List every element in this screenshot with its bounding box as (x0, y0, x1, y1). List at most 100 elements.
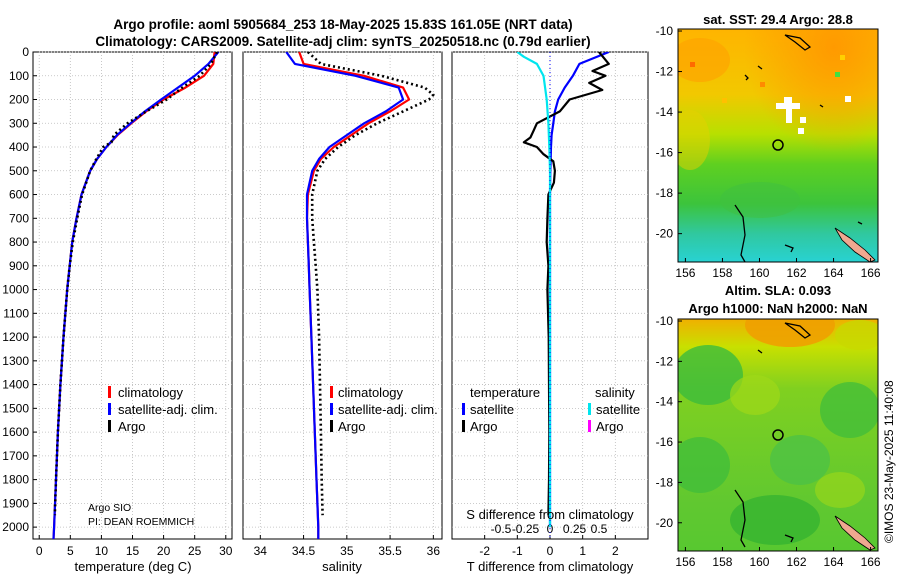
series-argo (53, 52, 219, 516)
lat-tick-label: -10 (656, 24, 674, 38)
salinity-panel: 34 34.5 35 35.5 36 salinity climatology sate… (242, 51, 443, 574)
depth-axis: 0 100 200 300 400 500 600 700 800 900 1000 1100 1200… (2, 45, 37, 534)
x-tick-label: 35 (340, 544, 354, 558)
sla-map-subtitle: Argo h1000: NaN h2000: NaN (688, 301, 867, 316)
lon-tick-label: 160 (749, 555, 769, 569)
sla-map-field (678, 319, 878, 551)
salinity-grid (243, 51, 442, 539)
lat-tick-label: -16 (656, 435, 674, 449)
x-tick-label: 34.5 (292, 544, 316, 558)
difference-xlabel: T difference from climatology (467, 559, 634, 574)
argo-pi: PI: DEAN ROEMMICH (88, 516, 194, 528)
salinity-x-axis: 34 34.5 35 35.5 36 (254, 535, 441, 558)
salinity-difference-tick-label: 0.5 (591, 522, 608, 536)
depth-tick-label: 1300 (2, 354, 29, 368)
x-tick-label: 15 (126, 544, 140, 558)
x-tick-label: -1 (512, 544, 523, 558)
legend-sal-satellite-swatch (588, 403, 591, 415)
depth-tick-label: 1000 (2, 283, 29, 297)
lon-tick-label: 156 (675, 555, 695, 569)
lon-tick-label: 166 (861, 266, 881, 280)
legend-sal-argo: Argo (596, 419, 623, 434)
salinity-difference-tick-label: -0.25 (512, 522, 540, 536)
imos-credit: ©IMOS 23-May-2025 11:40:08 (882, 380, 896, 543)
difference-legend: temperature satellite Argo salinity sate… (462, 385, 640, 434)
x-tick-label: 2 (612, 544, 619, 558)
salinity-series (285, 52, 435, 539)
lon-tick-label: 158 (712, 555, 732, 569)
lon-tick-label: 166 (861, 555, 881, 569)
depth-tick-label: 300 (9, 116, 29, 130)
legend-argo: Argo (118, 419, 145, 434)
legend-argo-swatch (330, 420, 333, 432)
temperature-series (52, 52, 220, 539)
salinity-difference-label: S difference from climatology (466, 507, 634, 522)
temperature-panel: 0100200300400500600700800900100011001200… (2, 45, 232, 574)
legend-climatology: climatology (118, 385, 184, 400)
salinity-difference-tick-label: -0.5 (491, 522, 512, 536)
lat-tick-label: -14 (656, 105, 674, 119)
depth-tick-label: 2000 (2, 520, 29, 534)
x-tick-label: 5 (67, 544, 74, 558)
temperature-xlabel: temperature (deg C) (74, 559, 191, 574)
lat-tick-label: -10 (656, 314, 674, 328)
depth-tick-label: 200 (9, 93, 29, 107)
depth-tick-label: 500 (9, 164, 29, 178)
depth-tick-label: 1700 (2, 449, 29, 463)
x-tick-label: 20 (157, 544, 171, 558)
legend-temp-argo-swatch (462, 420, 465, 432)
lon-tick-label: 158 (712, 266, 732, 280)
legend-climatology-swatch (330, 386, 333, 398)
lat-tick-label: -18 (656, 186, 674, 200)
figure-subtitle: Climatology: CARS2009. Satellite-adj cli… (95, 34, 590, 49)
lat-tick-label: -20 (656, 516, 674, 530)
legend-salinity-title: salinity (595, 385, 635, 400)
sla-map-panel: Altim. SLA: 0.093 Argo h1000: NaN h2000:… (656, 283, 881, 569)
legend-satellite: satellite-adj. clim. (338, 402, 438, 417)
depth-tick-label: 900 (9, 259, 29, 273)
legend-argo-swatch (108, 420, 111, 432)
x-tick-label: -2 (479, 544, 490, 558)
lat-tick-label: -20 (656, 227, 674, 241)
lon-tick-label: 164 (824, 555, 844, 569)
legend-temperature-title: temperature (470, 385, 540, 400)
argo-float-marker (772, 139, 784, 151)
depth-tick-label: 1100 (3, 306, 29, 320)
argo-float-marker (772, 429, 784, 441)
argo-institution: Argo SIO (88, 502, 131, 514)
depth-tick-label: 1400 (2, 378, 29, 392)
depth-tick-label: 1500 (2, 401, 29, 415)
difference-x-axis: -2 -1 0 1 2 (479, 535, 619, 558)
legend-sal-satellite: satellite (596, 402, 640, 417)
temperature-legend: climatology satellite-adj. clim. Argo (108, 385, 218, 434)
temperature-x-axis: 0 5 10 15 20 25 30 (36, 535, 233, 558)
legend-sal-argo-swatch (588, 420, 591, 432)
salinity-xlabel: salinity (322, 559, 362, 574)
depth-tick-label: 400 (9, 140, 29, 154)
x-tick-label: 35.5 (378, 544, 402, 558)
sst-map-lat-axis: -10 -12 -14 -16 -18 -20 (656, 24, 682, 241)
depth-tick-label: 1200 (2, 330, 29, 344)
salinity-legend: climatology satellite-adj. clim. Argo (330, 385, 438, 434)
x-tick-label: 0 (36, 544, 43, 558)
lat-tick-label: -14 (656, 395, 674, 409)
legend-satellite: satellite-adj. clim. (118, 402, 218, 417)
series-temperature-argo (522, 52, 610, 516)
x-tick-label: 25 (188, 544, 202, 558)
legend-climatology-swatch (108, 386, 111, 398)
depth-tick-label: 700 (9, 211, 29, 225)
series-satellite-adj-clim- (285, 52, 405, 539)
legend-climatology: climatology (338, 385, 404, 400)
sst-map-title: sat. SST: 29.4 Argo: 28.8 (703, 12, 853, 27)
salinity-difference-axis: -0.5-0.2500.250.5 (491, 522, 608, 536)
sst-map-lon-axis: 156 158 160 162 164 166 (675, 258, 881, 280)
difference-series (516, 52, 610, 539)
salinity-difference-tick-label: 0.25 (563, 522, 587, 536)
x-tick-label: 1 (579, 544, 586, 558)
legend-argo: Argo (338, 419, 365, 434)
salinity-axes (242, 51, 443, 540)
figure-title: Argo profile: aoml 5905684_253 18-May-20… (113, 17, 572, 32)
x-tick-label: 0 (547, 544, 554, 558)
x-tick-label: 36 (427, 544, 441, 558)
